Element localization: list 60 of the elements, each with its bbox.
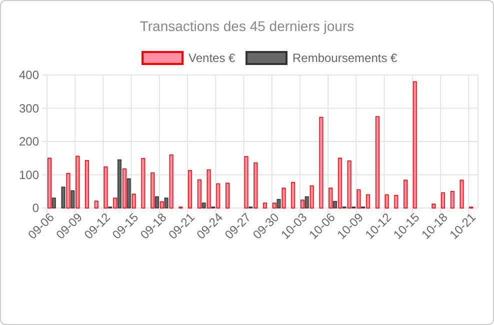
bar — [432, 204, 436, 208]
legend-label: Remboursements € — [292, 51, 398, 65]
bar — [394, 194, 398, 208]
bar — [460, 180, 464, 208]
bar — [244, 156, 248, 208]
bar — [76, 156, 80, 208]
bar — [113, 198, 118, 208]
bar — [226, 182, 230, 208]
bar — [332, 200, 337, 208]
bar — [47, 158, 52, 208]
bar — [202, 202, 206, 208]
bar — [104, 166, 108, 208]
bar — [272, 202, 276, 208]
bar — [300, 200, 304, 208]
bar — [450, 190, 454, 208]
bar — [154, 196, 159, 208]
bar — [375, 116, 380, 208]
bar — [216, 183, 220, 208]
bar — [347, 160, 352, 208]
bar — [169, 154, 174, 208]
bar — [52, 198, 56, 208]
bar — [132, 194, 136, 208]
bar — [276, 198, 281, 208]
bar — [206, 169, 211, 208]
bar — [66, 173, 70, 208]
bar — [122, 168, 126, 208]
bar — [141, 158, 146, 208]
bar — [126, 178, 131, 208]
bar — [366, 194, 370, 208]
bar — [84, 160, 89, 208]
bar — [384, 194, 389, 208]
bar — [319, 116, 324, 208]
bar — [61, 186, 66, 208]
chart-title: Transactions des 45 derniers jours — [140, 18, 354, 34]
bar — [310, 185, 314, 208]
bar — [291, 182, 296, 208]
bar — [412, 81, 417, 208]
bar — [328, 188, 333, 208]
bar — [254, 162, 258, 208]
y-tick-label: 100 — [18, 168, 40, 182]
bar — [304, 196, 309, 208]
bar — [117, 159, 122, 208]
bar — [282, 188, 286, 208]
bar — [150, 172, 155, 208]
y-tick-label: 300 — [18, 101, 40, 116]
y-tick-label: 400 — [18, 68, 40, 82]
y-tick-label: 0 — [32, 201, 40, 215]
bar — [441, 192, 446, 208]
legend-label: Ventes € — [188, 51, 236, 65]
bar — [356, 189, 361, 208]
y-tick-label: 200 — [18, 134, 40, 148]
bar — [338, 158, 342, 208]
bar — [262, 202, 267, 208]
bar — [197, 179, 202, 208]
bar — [404, 180, 408, 208]
bar — [164, 198, 168, 208]
bar — [70, 190, 75, 208]
bar — [188, 170, 192, 208]
bar — [94, 200, 98, 208]
bar — [160, 201, 164, 208]
